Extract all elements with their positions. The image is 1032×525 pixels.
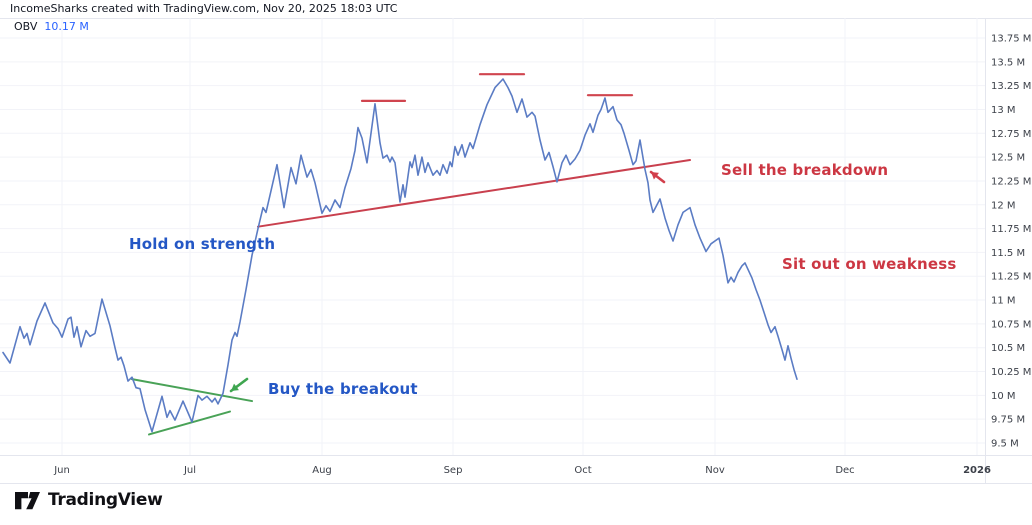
price-axis-label: 11.25 M [991,272,1031,283]
time-axis-label: Aug [312,465,332,476]
price-axis-separator [985,18,986,483]
price-axis-label: 10.5 M [991,343,1025,354]
time-axis-label: Jul [183,465,196,476]
price-axis-label: 10.75 M [991,319,1031,330]
time-axis-separator [0,455,1032,456]
price-axis-label: 11.5 M [991,248,1025,259]
indicator-value: 10.17 M [44,20,89,33]
price-axis-label: 12.5 M [991,153,1025,164]
sit-out-on-weakness-label[interactable]: Sit out on weakness [782,255,957,273]
indicator-name: OBV [14,20,38,33]
buy-arrow-head-icon [231,383,239,391]
sell-the-breakdown-label[interactable]: Sell the breakdown [721,161,889,179]
price-axis-label: 11 M [991,296,1016,307]
triangle-lower-trendline[interactable] [148,410,231,436]
time-axis-label: Oct [574,465,591,476]
breakdown-trendline[interactable] [257,158,691,228]
sell-arrow-head-icon [651,172,659,180]
obv-line[interactable] [2,78,798,433]
price-axis-label: 13.5 M [991,57,1025,68]
price-axis-label: 10 M [991,391,1016,402]
time-axis-label: Sep [444,465,463,476]
price-axis-label: 13.25 M [991,81,1031,92]
tradingview-mark-icon [14,491,41,510]
price-axis-label: 9.75 M [991,415,1025,426]
attribution-text: IncomeSharks created with TradingView.co… [10,2,398,15]
chart-top-border [0,18,1032,19]
buy-the-breakout-label[interactable]: Buy the breakout [268,380,418,398]
price-axis-label: 12 M [991,200,1016,211]
time-axis-label: Nov [705,465,725,476]
hold-on-strength-label[interactable]: Hold on strength [129,235,276,253]
tradingview-logo[interactable]: TradingView [14,490,163,510]
price-axis-label: 13.75 M [991,34,1031,45]
time-axis-label: Jun [53,465,70,476]
price-axis-label: 10.25 M [991,367,1031,378]
triangle-upper-trendline[interactable] [131,378,253,403]
price-axis-label: 12.75 M [991,129,1031,140]
time-axis-label: Dec [835,465,854,476]
price-axis-label: 12.25 M [991,176,1031,187]
time-axis-label: 2026 [963,465,991,476]
price-axis-label: 13 M [991,105,1016,116]
obv-legend[interactable]: OBV 10.17 M [14,20,89,33]
price-axis-label: 11.75 M [991,224,1031,235]
chart-bottom-border [0,483,1032,484]
tradingview-logo-text: TradingView [48,490,163,510]
price-axis-label: 9.5 M [991,439,1019,450]
